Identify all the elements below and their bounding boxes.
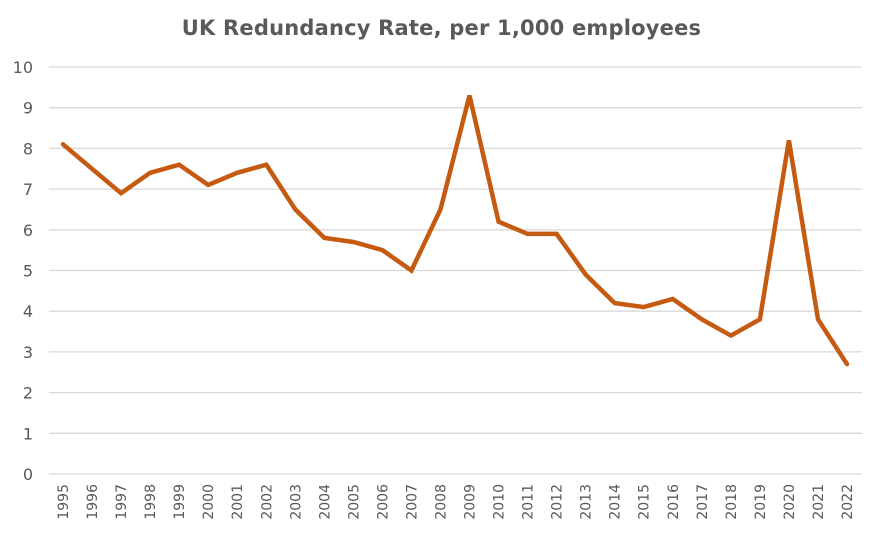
x-tick-label: 2020 [782,484,798,520]
x-tick-label: 2016 [666,484,682,520]
y-axis-ticks: 0 1 2 3 4 5 6 7 8 9 10 [13,58,33,484]
x-tick-label: 2002 [259,484,275,520]
x-tick-label: 2018 [724,484,740,520]
y-tick-label: 6 [23,221,33,240]
x-tick-label: 2000 [201,484,217,520]
x-tick-label: 2006 [375,484,391,520]
y-tick-label: 4 [23,302,33,321]
y-tick-label: 8 [23,139,33,158]
y-tick-label: 7 [23,180,33,199]
x-tick-label: 2004 [317,484,333,520]
x-tick-label: 2001 [230,484,246,520]
x-tick-label: 2015 [637,484,653,520]
x-tick-label: 1997 [114,484,130,520]
x-tick-label: 2005 [346,484,362,520]
y-tick-label: 2 [23,384,33,403]
x-tick-label: 1999 [172,484,188,520]
x-tick-label: 2017 [695,484,711,520]
x-tick-label: 1995 [56,484,72,520]
y-tick-label: 5 [23,262,33,281]
x-tick-label: 2022 [840,484,856,520]
data-series-line [60,94,850,367]
y-tick-label: 10 [13,58,33,77]
x-tick-label: 2019 [753,484,769,520]
chart-title: UK Redundancy Rate, per 1,000 employees [181,16,702,40]
x-tick-label: 2008 [433,484,449,520]
x-tick-label: 1996 [85,484,101,520]
gridlines [49,66,862,475]
y-tick-label: 0 [23,465,33,484]
x-tick-label: 2007 [404,484,420,520]
x-tick-label: 2011 [521,484,537,520]
y-tick-label: 9 [23,99,33,118]
y-tick-label: 3 [23,343,33,362]
x-tick-label: 2013 [579,484,595,520]
x-tick-label: 2012 [550,484,566,520]
x-tick-label: 2003 [288,484,304,520]
x-tick-label: 2009 [463,484,479,520]
x-tick-label: 2010 [492,484,508,520]
x-axis-ticks: 1995 1996 1997 1998 1999 2000 2001 2002 2003 2004… [56,484,856,520]
x-tick-label: 1998 [143,484,159,520]
x-tick-label: 2021 [811,484,827,520]
y-tick-label: 1 [23,424,33,443]
x-tick-label: 2014 [608,484,624,520]
